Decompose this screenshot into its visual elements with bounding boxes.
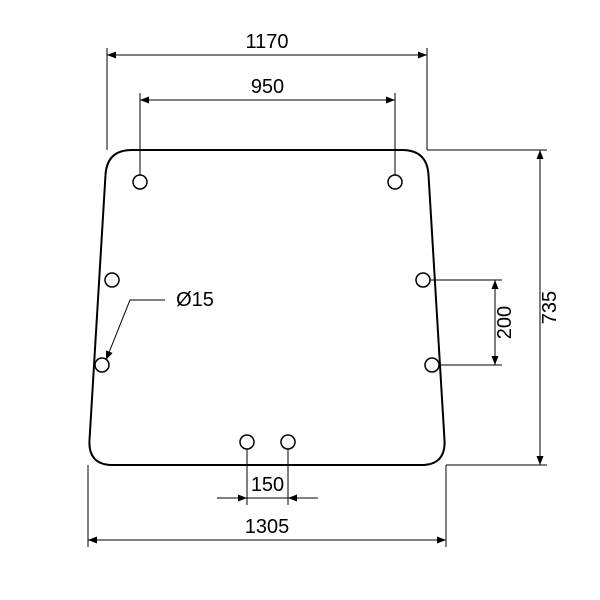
mounting-holes [95,175,439,449]
hole-top-right [388,175,402,189]
hole-mid-right [416,273,430,287]
plate-outline [89,150,444,465]
dimensioned-plate-drawing: 1170 950 150 1305 200 735 Ø15 [0,0,600,600]
diameter-leader: Ø15 [106,289,214,360]
hole-low-right [425,358,439,372]
hole-bottom-center-left [240,435,254,449]
dim-bottom_gap: 150 [251,474,284,496]
dim-bottom_outer: 1305 [245,516,290,538]
dimension-lines: 1170 950 150 1305 200 735 [88,31,561,544]
dim-right_outer: 735 [539,291,561,324]
dim-right_inner: 200 [494,306,516,339]
hole-mid-left [105,273,119,287]
extension-lines [88,48,547,547]
hole-top-left [133,175,147,189]
dim-top_inner: 950 [251,76,284,98]
hole-diameter-label: Ø15 [176,289,214,311]
dim-top_outer: 1170 [245,31,288,53]
hole-bottom-center-right [281,435,295,449]
hole-low-left [95,358,109,372]
